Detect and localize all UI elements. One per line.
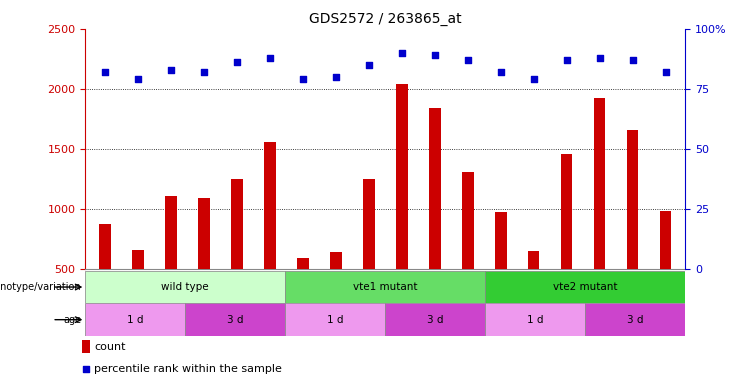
Bar [429, 108, 441, 329]
Point [297, 76, 309, 82]
Point [363, 62, 375, 68]
Bar [585, 303, 685, 336]
Point [99, 69, 111, 75]
Bar [297, 258, 309, 329]
Bar [99, 224, 110, 329]
Point [495, 69, 507, 75]
Point [165, 66, 177, 73]
Bar [185, 303, 285, 336]
Point [462, 57, 473, 63]
Text: 1 d: 1 d [527, 314, 544, 325]
Point [659, 69, 671, 75]
Point [396, 50, 408, 56]
Title: GDS2572 / 263865_at: GDS2572 / 263865_at [309, 12, 462, 26]
Point [594, 55, 605, 61]
Bar [264, 142, 276, 329]
Text: age: age [64, 314, 82, 325]
Bar [528, 251, 539, 329]
Bar [485, 271, 685, 303]
Bar [462, 172, 473, 329]
Bar [165, 195, 177, 329]
Bar [385, 303, 485, 336]
Text: 3 d: 3 d [227, 314, 244, 325]
Bar [330, 252, 342, 329]
Point [429, 52, 441, 58]
Bar [363, 179, 375, 329]
Text: vte2 mutant: vte2 mutant [553, 282, 618, 292]
Bar [285, 271, 485, 303]
Point [231, 59, 243, 65]
Bar [485, 303, 585, 336]
Bar [495, 212, 507, 329]
Point [561, 57, 573, 63]
Bar [285, 303, 385, 336]
Bar [85, 271, 285, 303]
Bar [396, 84, 408, 329]
Text: 3 d: 3 d [627, 314, 644, 325]
Text: 3 d: 3 d [427, 314, 444, 325]
Point [627, 57, 639, 63]
Bar [85, 303, 185, 336]
Point [264, 55, 276, 61]
Bar [561, 154, 573, 329]
Point [132, 76, 144, 82]
Bar [82, 341, 90, 353]
Bar [198, 198, 210, 329]
Text: wild type: wild type [162, 282, 209, 292]
Text: genotype/variation: genotype/variation [0, 282, 82, 292]
Point [330, 74, 342, 80]
Point [528, 76, 539, 82]
Text: percentile rank within the sample: percentile rank within the sample [94, 364, 282, 374]
Text: 1 d: 1 d [327, 314, 344, 325]
Text: 1 d: 1 d [127, 314, 144, 325]
Point [198, 69, 210, 75]
Bar [660, 211, 671, 329]
Bar [132, 250, 144, 329]
Text: count: count [94, 342, 126, 352]
Bar [594, 98, 605, 329]
Bar [627, 129, 639, 329]
Text: vte1 mutant: vte1 mutant [353, 282, 418, 292]
Bar [231, 179, 243, 329]
